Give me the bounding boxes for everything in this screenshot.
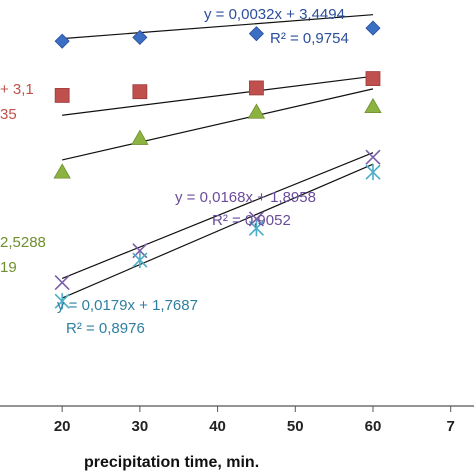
x-tick-label: 50: [287, 418, 304, 435]
series-3-r2: 19: [0, 259, 17, 276]
series-2-point: [54, 88, 70, 103]
series-3-point: [247, 103, 266, 119]
series-3-trendline: [62, 88, 374, 161]
series-5-point: [248, 220, 264, 237]
series-3-point: [364, 97, 382, 114]
series-4-point: [54, 274, 70, 291]
series-2-trendline: [62, 75, 374, 116]
data-markers: [53, 20, 382, 310]
series-4-trendline: [61, 152, 374, 279]
x-tick-label: 40: [209, 418, 226, 435]
series-4-point: [365, 149, 381, 165]
series-2-equation: + 3,1: [0, 81, 34, 98]
series-4-equation: y = 0,0168x + 1,8958: [175, 189, 316, 206]
series-1-r2: R² = 0,9754: [270, 30, 349, 47]
x-tick-label: 20: [54, 418, 71, 435]
series-4-r2: R² = 0,9052: [212, 212, 291, 229]
x-tick-labels: 20 30 40 50 60 7: [54, 418, 455, 435]
series-5-r2: R² = 0,8976: [66, 320, 145, 337]
series-1-trendline: [62, 14, 374, 40]
series-5-equation: y = 0,0179x + 1,7687: [57, 297, 198, 314]
x-axis: [0, 405, 474, 412]
series-3-point: [131, 129, 149, 145]
x-axis-title: precipitation time, min.: [84, 454, 259, 471]
series-2-point: [365, 71, 381, 86]
series-5-point: [54, 293, 70, 310]
x-tick-label: 60: [365, 418, 382, 435]
series-2-r2: 35: [0, 106, 17, 123]
x-tick-label: 30: [132, 418, 149, 435]
series-1-point: [132, 29, 148, 45]
series-1-point: [54, 33, 70, 49]
series-3-point: [53, 163, 71, 179]
series-5-trendline: [61, 163, 374, 299]
series-2-point: [249, 80, 264, 96]
series-5-point: [132, 252, 148, 269]
series-2-point: [132, 84, 148, 100]
series-1-point: [365, 20, 381, 36]
series-1-equation: y = 0,0032x + 3,4494: [204, 6, 345, 23]
series-3-equation: 2,5288: [0, 234, 46, 251]
trendlines: [61, 14, 374, 299]
x-tick-label: 7: [447, 418, 455, 435]
series-5-point: [365, 164, 381, 181]
series-1-point: [248, 26, 264, 42]
